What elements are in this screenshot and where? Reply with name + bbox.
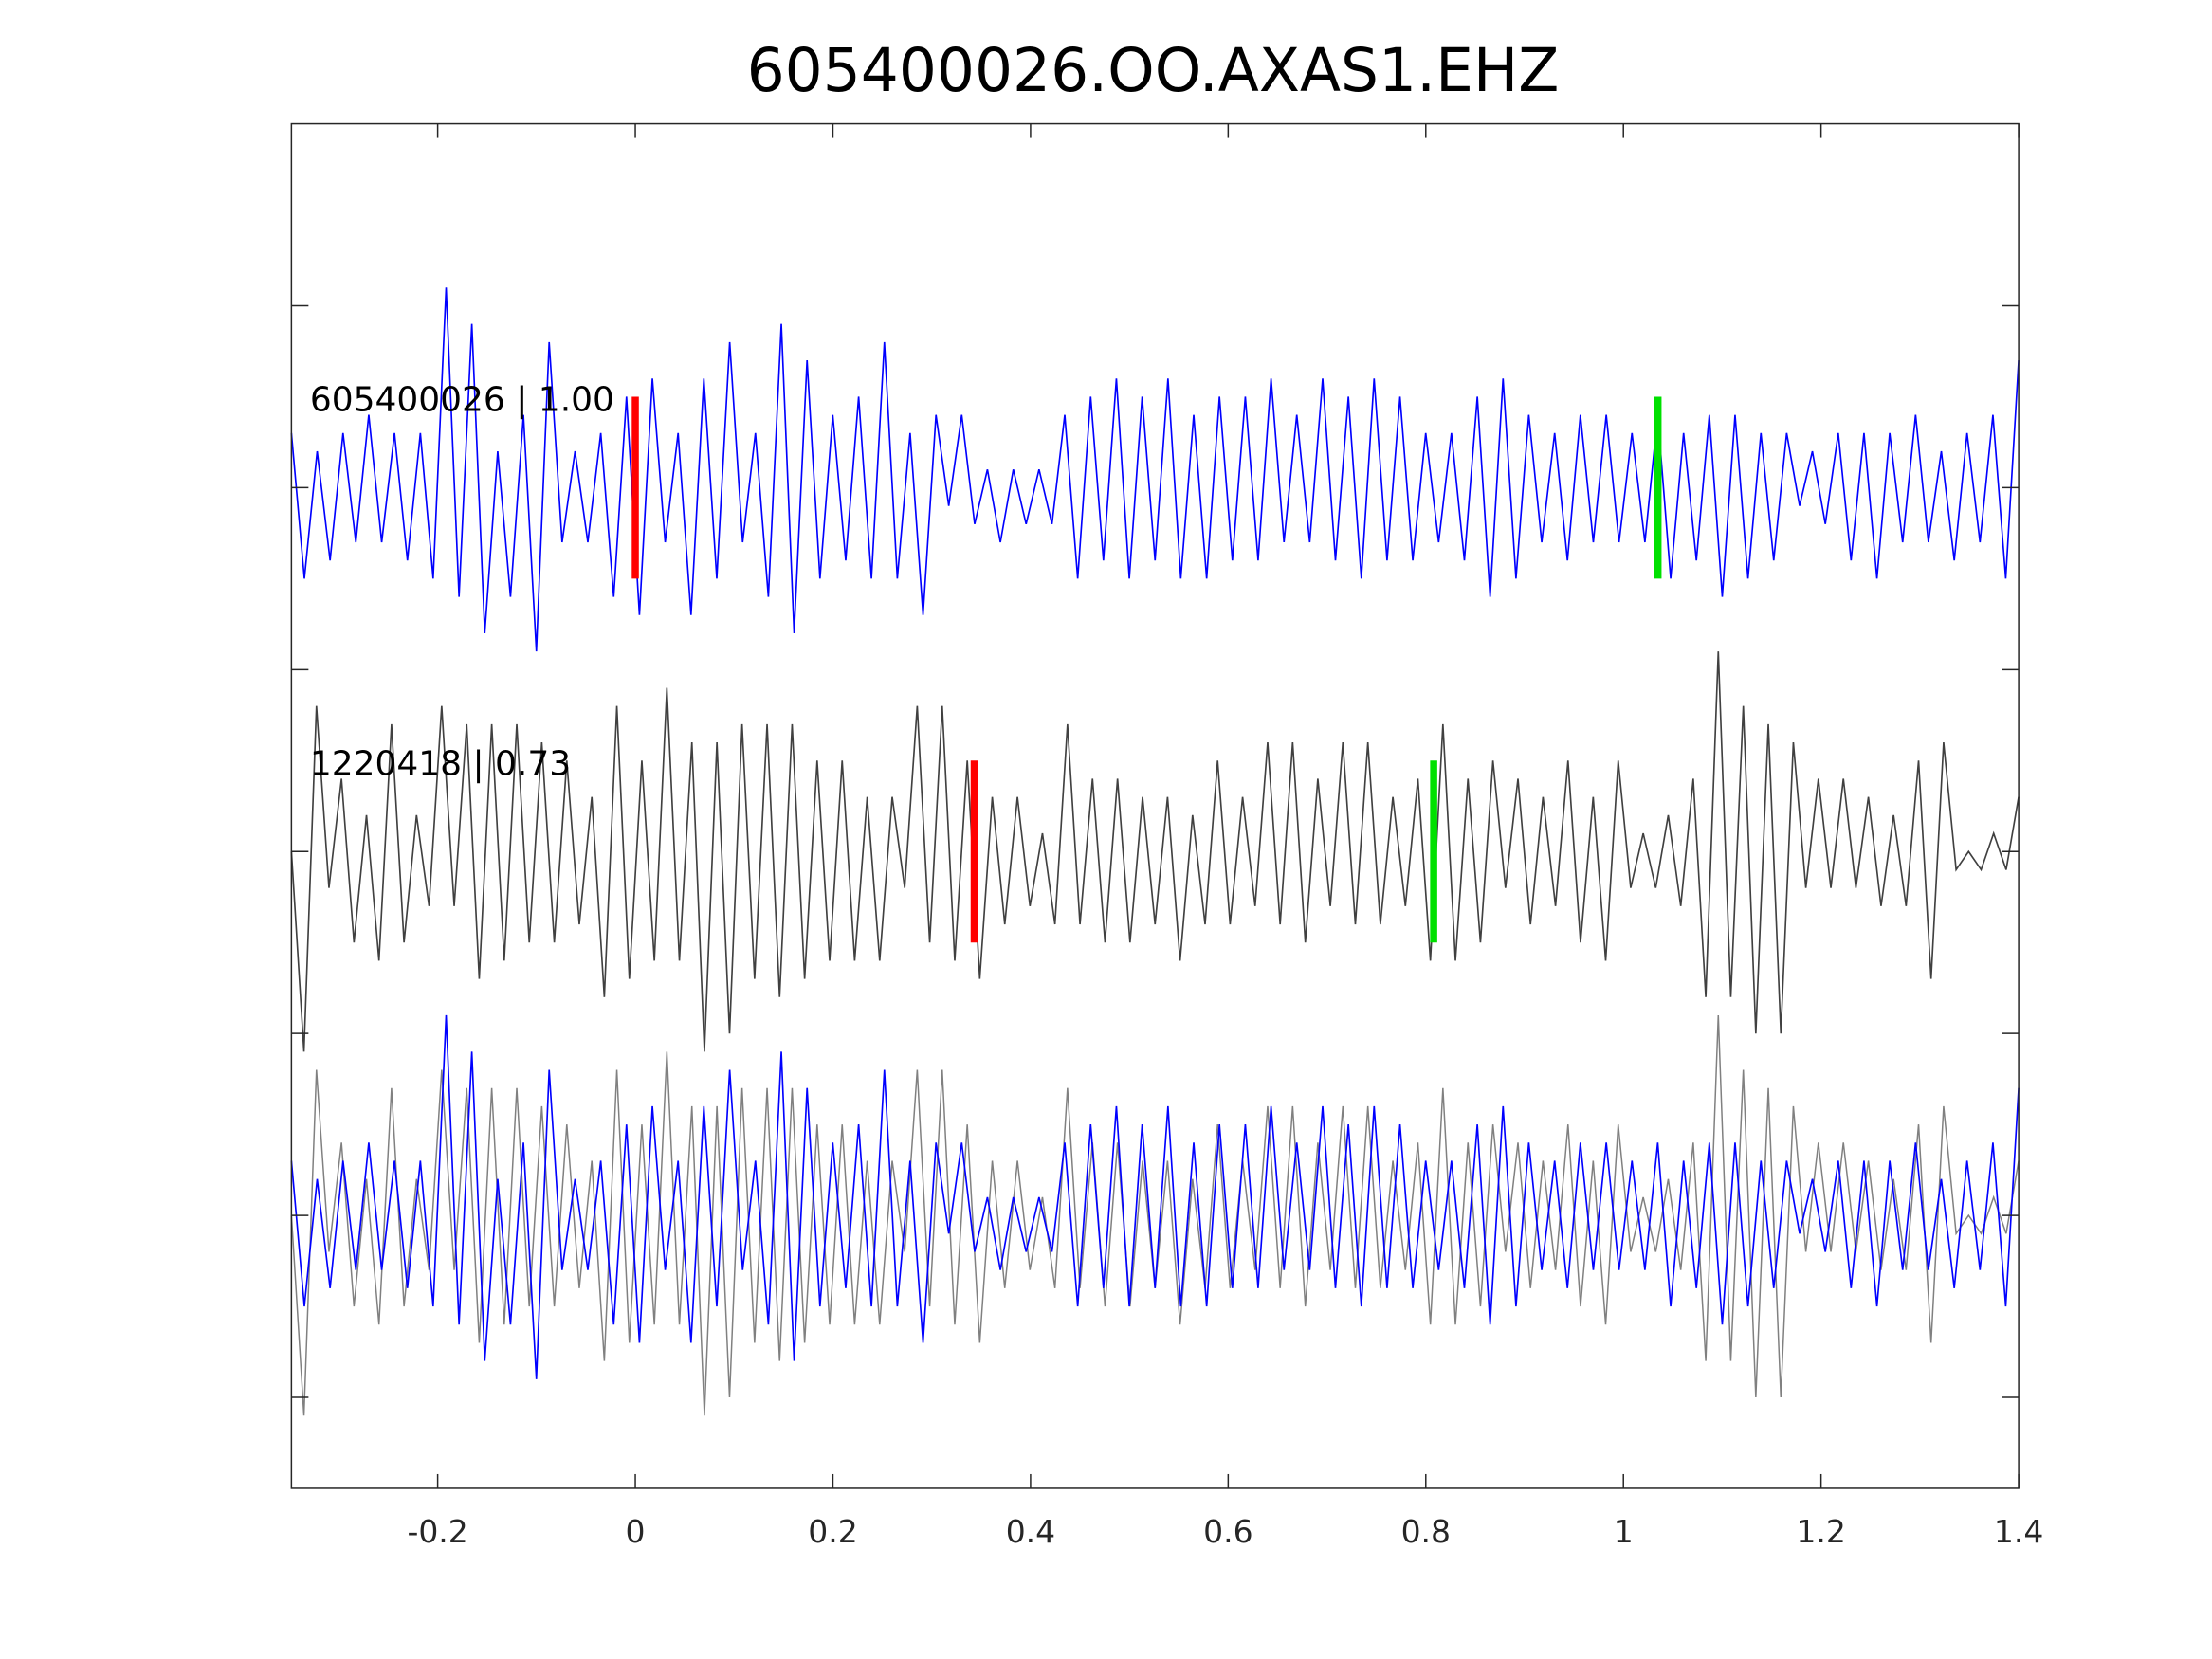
trace-1220418 bbox=[290, 651, 2020, 1052]
picks bbox=[631, 396, 1662, 943]
x-tick-label: 0.6 bbox=[1203, 1513, 1252, 1550]
overlay-trace-1220418 bbox=[290, 1014, 2020, 1416]
x-tick-label: 1.2 bbox=[1796, 1513, 1845, 1550]
trace-label-2: 1220418 | 0.73 bbox=[310, 744, 571, 783]
plot-frame bbox=[290, 122, 2020, 1489]
x-tick-label: 0.4 bbox=[1006, 1513, 1055, 1550]
x-tick-label: 0 bbox=[626, 1513, 646, 1550]
x-tick-label: -0.2 bbox=[407, 1513, 467, 1550]
chart-title: 605400026.OO.AXAS1.EHZ bbox=[747, 36, 1560, 105]
trace-605400026 bbox=[290, 287, 2020, 652]
overlay-trace-605400026 bbox=[290, 1014, 2020, 1379]
traces bbox=[290, 287, 2020, 1416]
x-tick-label: 1 bbox=[1614, 1513, 1634, 1550]
x-tick-label: 1.4 bbox=[1994, 1513, 2043, 1550]
axes: -0.2 0 0.2 0.4 0.6 0.8 1 1.2 1.4 bbox=[291, 123, 2043, 1550]
x-tick-label: 0.2 bbox=[808, 1513, 857, 1550]
x-tick-label: 0.8 bbox=[1401, 1513, 1451, 1550]
trace-label-1: 605400026 | 1.00 bbox=[310, 380, 614, 419]
